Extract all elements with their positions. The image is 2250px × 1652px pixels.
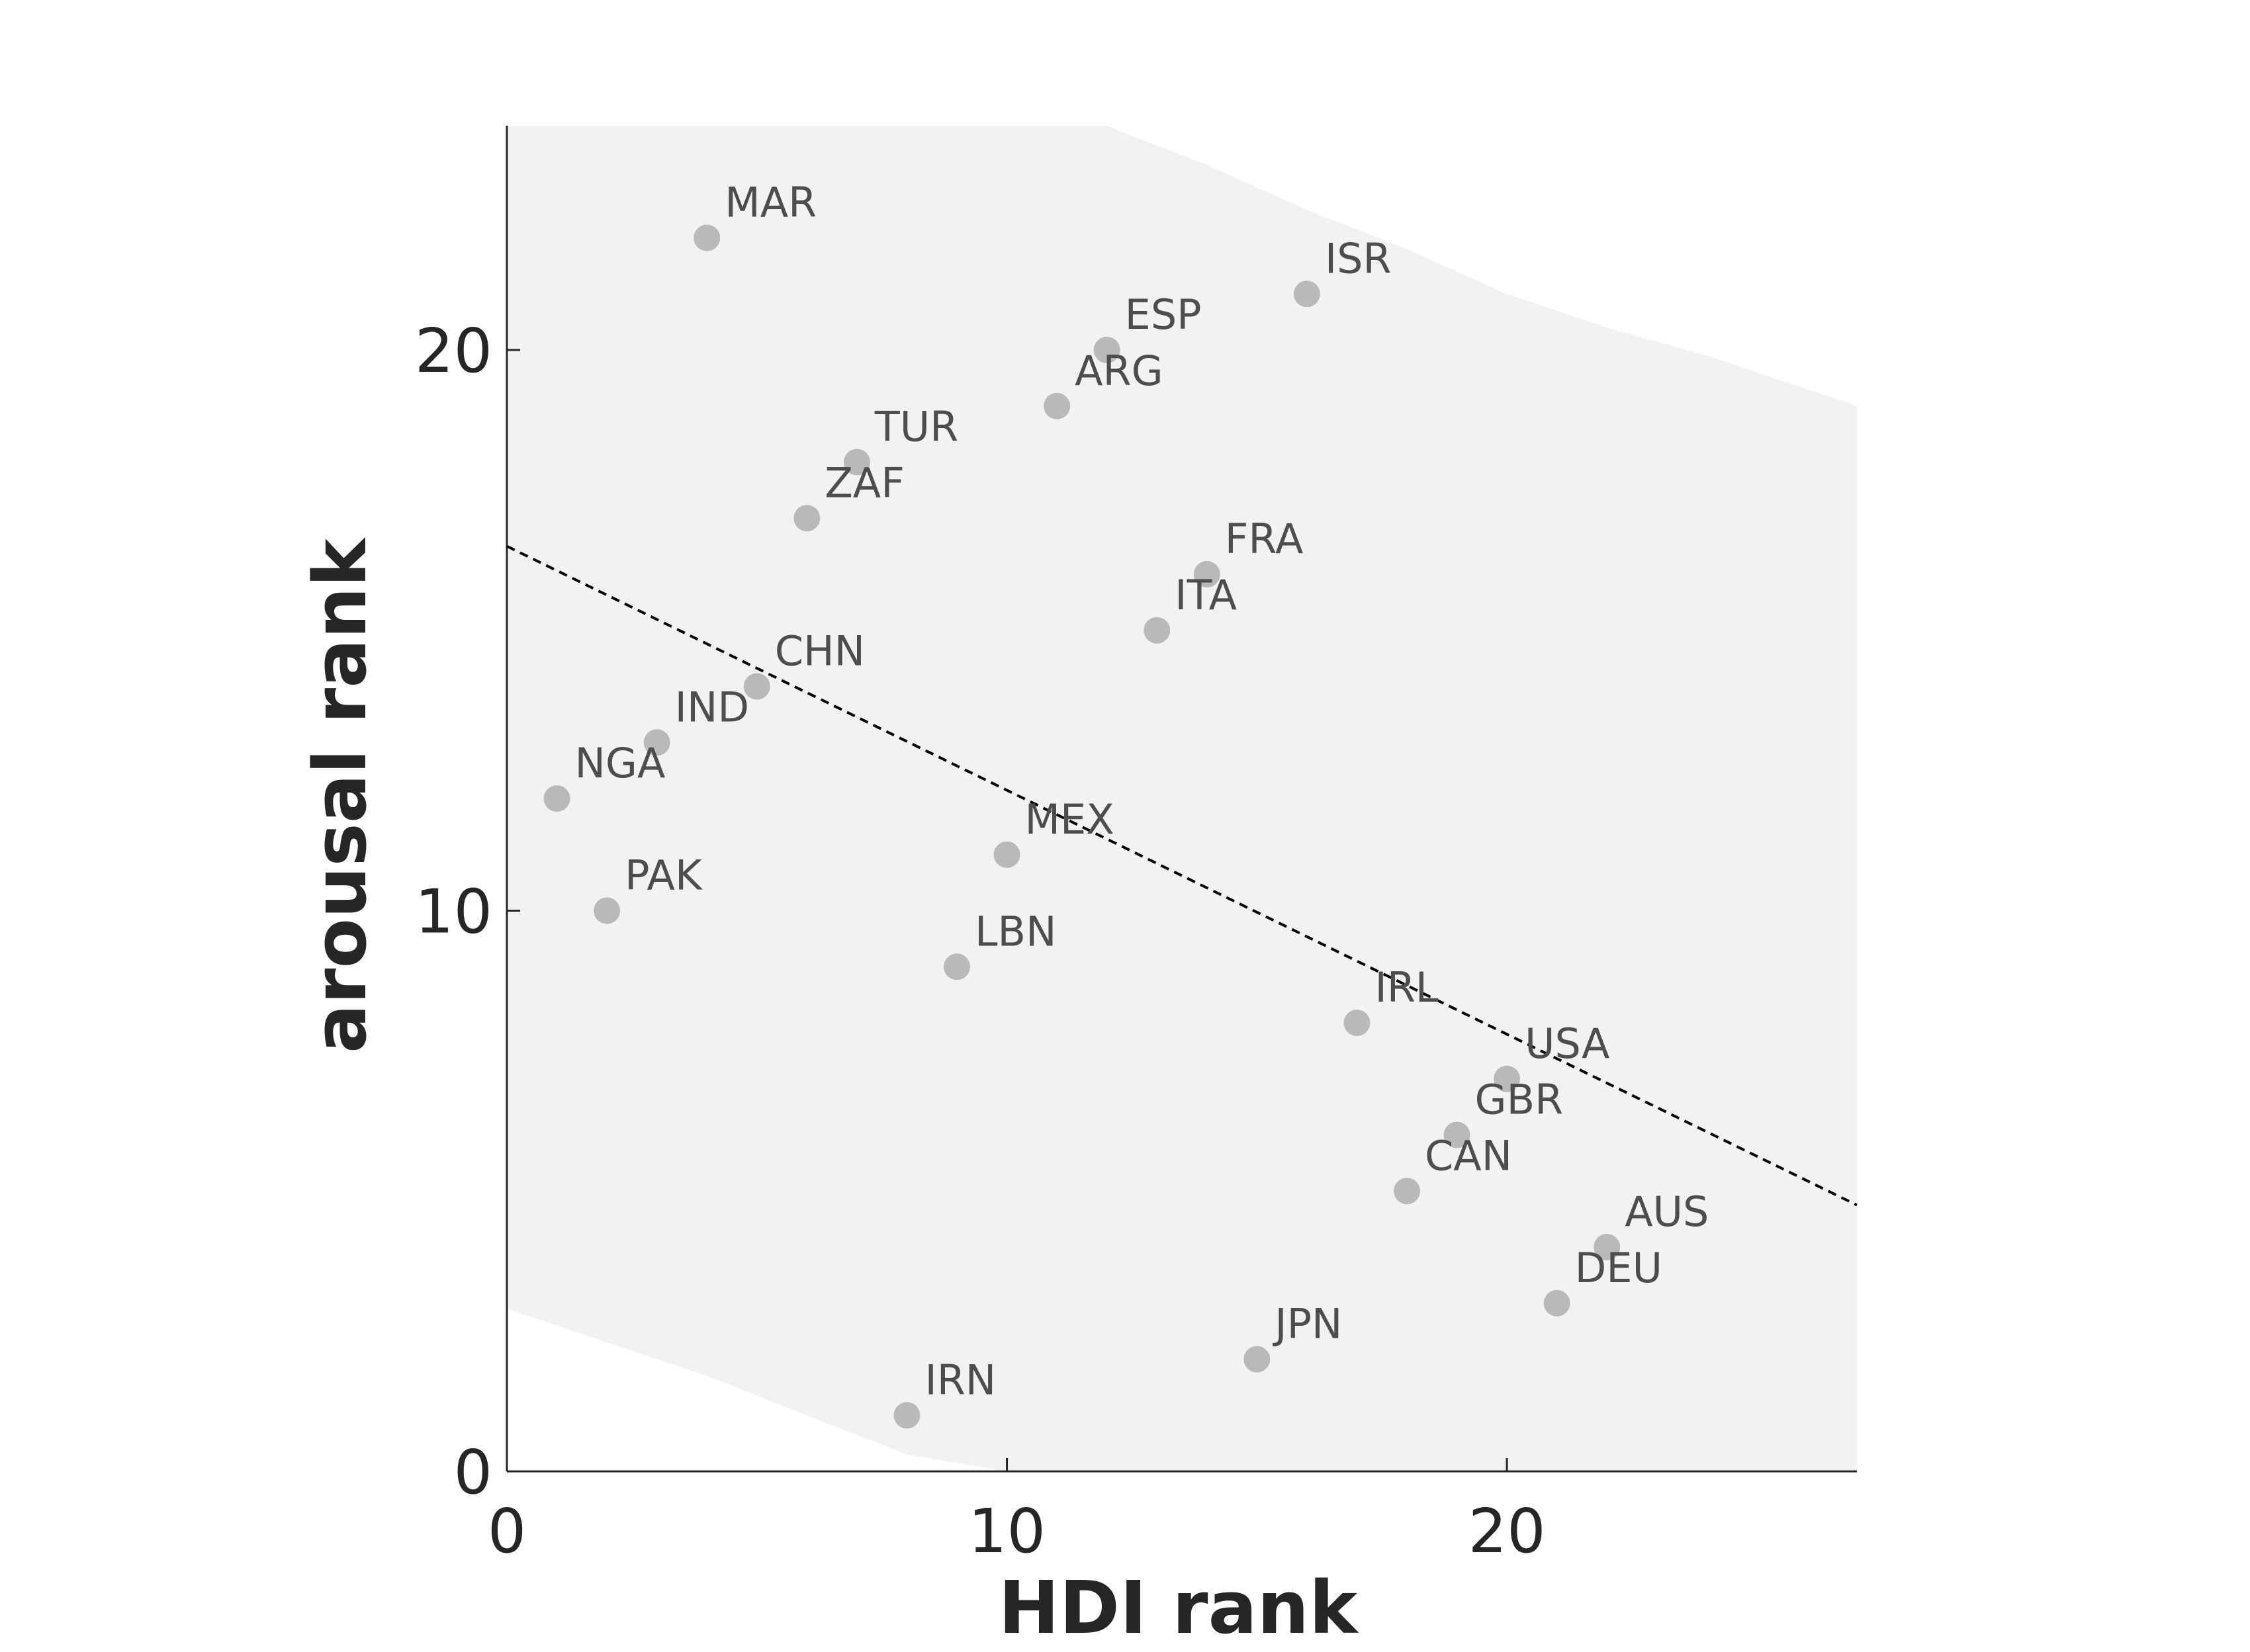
point-label-lbn: LBN [975,907,1056,955]
point-label-can: CAN [1425,1131,1512,1180]
data-point-esp [1093,337,1120,363]
y-tick-label: 10 [415,877,492,947]
data-point-gbr [1443,1121,1470,1149]
data-point-mar [694,224,721,251]
data-point-tur [843,449,870,476]
point-label-irl: IRL [1374,963,1438,1012]
y-axis-title: arousal rank [298,537,382,1053]
data-point-irl [1343,1010,1371,1036]
points-layer [543,224,1621,1429]
data-point-pak [594,897,621,924]
point-label-usa: USA [1525,1020,1609,1068]
point-label-pak: PAK [625,851,703,900]
x-axis-title: HDI rank [999,1565,1359,1649]
data-point-deu [1543,1289,1570,1317]
point-label-jpn: JPN [1272,1300,1342,1348]
point-label-arg: ARG [1075,347,1163,395]
point-label-isr: ISR [1325,234,1392,283]
data-point-usa [1494,1065,1521,1092]
data-point-lbn [944,953,970,980]
data-point-jpn [1243,1346,1271,1373]
x-tick-label: 20 [1468,1496,1546,1567]
point-label-irn: IRN [924,1356,996,1404]
data-point-mex [993,841,1020,868]
x-tick-label: 10 [968,1496,1046,1567]
y-tick-label: 20 [415,316,492,386]
data-point-chn [743,673,770,700]
data-point-isr [1293,281,1320,308]
point-label-deu: DEU [1575,1244,1662,1292]
data-point-arg [1044,392,1071,419]
data-point-aus [1594,1234,1621,1260]
data-point-ita [1144,617,1171,644]
data-point-irn [893,1402,921,1429]
point-label-aus: AUS [1625,1188,1709,1236]
trend-line [506,544,1858,1207]
point-label-nga: NGA [575,739,666,787]
data-point-nga [543,785,570,812]
point-label-zaf: ZAF [825,458,905,507]
point-label-gbr: GBR [1475,1076,1564,1124]
point-label-mar: MAR [725,179,817,227]
y-tick-label: 0 [453,1437,492,1508]
trend-line-layer [506,544,1858,1207]
point-label-ind: IND [675,683,749,731]
data-point-can [1394,1178,1420,1205]
point-label-esp: ESP [1125,290,1202,339]
axes-layer: 0 10 20 0 10 20 [415,126,1857,1567]
data-point-ind [643,729,670,756]
point-label-ita: ITA [1175,571,1237,619]
point-label-fra: FRA [1225,515,1304,563]
point-label-chn: CHN [775,627,865,675]
data-point-zaf [793,505,821,532]
data-point-fra [1193,561,1220,587]
point-label-mex: MEX [1025,795,1114,844]
point-label-tur: TUR [874,403,958,451]
x-tick-label: 0 [488,1496,527,1567]
